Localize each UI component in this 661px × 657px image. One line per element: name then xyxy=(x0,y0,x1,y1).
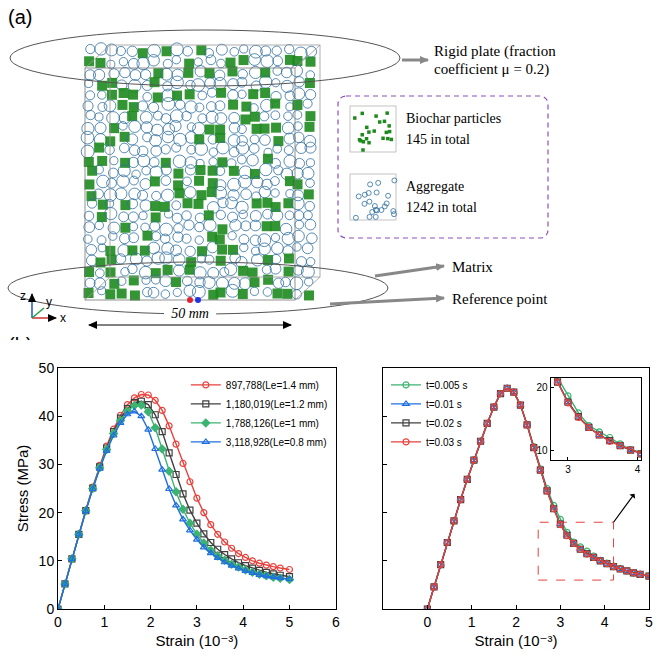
svg-text:10: 10 xyxy=(39,553,55,569)
svg-text:t=0.005 s: t=0.005 s xyxy=(426,380,467,391)
svg-text:30: 30 xyxy=(39,456,55,472)
svg-text:4: 4 xyxy=(635,464,641,475)
svg-text:Strain (10⁻³): Strain (10⁻³) xyxy=(155,632,238,649)
svg-text:Stress (MPa): Stress (MPa) xyxy=(14,445,31,533)
svg-text:Rigid plate (fraction: Rigid plate (fraction xyxy=(434,43,556,60)
svg-text:t=0.02 s: t=0.02 s xyxy=(426,418,462,429)
svg-text:Strain (10⁻³): Strain (10⁻³) xyxy=(475,632,558,649)
svg-text:2: 2 xyxy=(147,614,155,630)
svg-text:t=0.03 s: t=0.03 s xyxy=(426,437,462,448)
html-text:(b): (b) xyxy=(8,334,33,356)
svg-text:145 in total: 145 in total xyxy=(406,132,470,147)
svg-text:1,180,019(Le=1.2 mm): 1,180,019(Le=1.2 mm) xyxy=(226,399,327,410)
svg-text:z: z xyxy=(20,289,26,303)
svg-text:4: 4 xyxy=(601,614,609,630)
svg-text:40: 40 xyxy=(39,408,55,424)
svg-text:3,118,928(Le=0.8 mm): 3,118,928(Le=0.8 mm) xyxy=(226,437,327,448)
svg-text:1242 in total: 1242 in total xyxy=(406,200,477,215)
svg-text:897,788(Le=1.4 mm): 897,788(Le=1.4 mm) xyxy=(226,380,319,391)
svg-text:y: y xyxy=(46,295,52,309)
svg-text:20: 20 xyxy=(39,505,55,521)
svg-text:5: 5 xyxy=(645,614,653,630)
svg-text:Biochar particles: Biochar particles xyxy=(406,111,501,126)
svg-text:20: 20 xyxy=(536,382,548,393)
svg-text:0: 0 xyxy=(423,614,431,630)
svg-text:2: 2 xyxy=(512,614,520,630)
svg-text:10: 10 xyxy=(536,445,548,456)
svg-text:t=0.01 s: t=0.01 s xyxy=(426,399,462,410)
svg-text:3: 3 xyxy=(193,614,201,630)
svg-text:(a): (a) xyxy=(8,6,32,28)
svg-text:1,788,126(Le=1 mm): 1,788,126(Le=1 mm) xyxy=(226,418,319,429)
svg-text:6: 6 xyxy=(332,614,340,630)
svg-text:1: 1 xyxy=(468,614,476,630)
svg-text:x: x xyxy=(60,311,66,325)
svg-text:Reference point: Reference point xyxy=(452,291,548,307)
svg-text:3: 3 xyxy=(556,614,564,630)
svg-text:50: 50 xyxy=(39,360,55,376)
svg-text:0: 0 xyxy=(46,601,54,617)
svg-text:0: 0 xyxy=(54,614,62,630)
svg-text:Matrix: Matrix xyxy=(452,259,493,275)
svg-text:5: 5 xyxy=(286,614,294,630)
svg-text:50 mm: 50 mm xyxy=(171,306,209,321)
svg-text:coefficient μ = 0.2): coefficient μ = 0.2) xyxy=(434,61,549,78)
svg-text:4: 4 xyxy=(239,614,247,630)
svg-text:Aggregate: Aggregate xyxy=(406,179,464,194)
svg-text:3: 3 xyxy=(565,464,571,475)
svg-text:1: 1 xyxy=(100,614,108,630)
